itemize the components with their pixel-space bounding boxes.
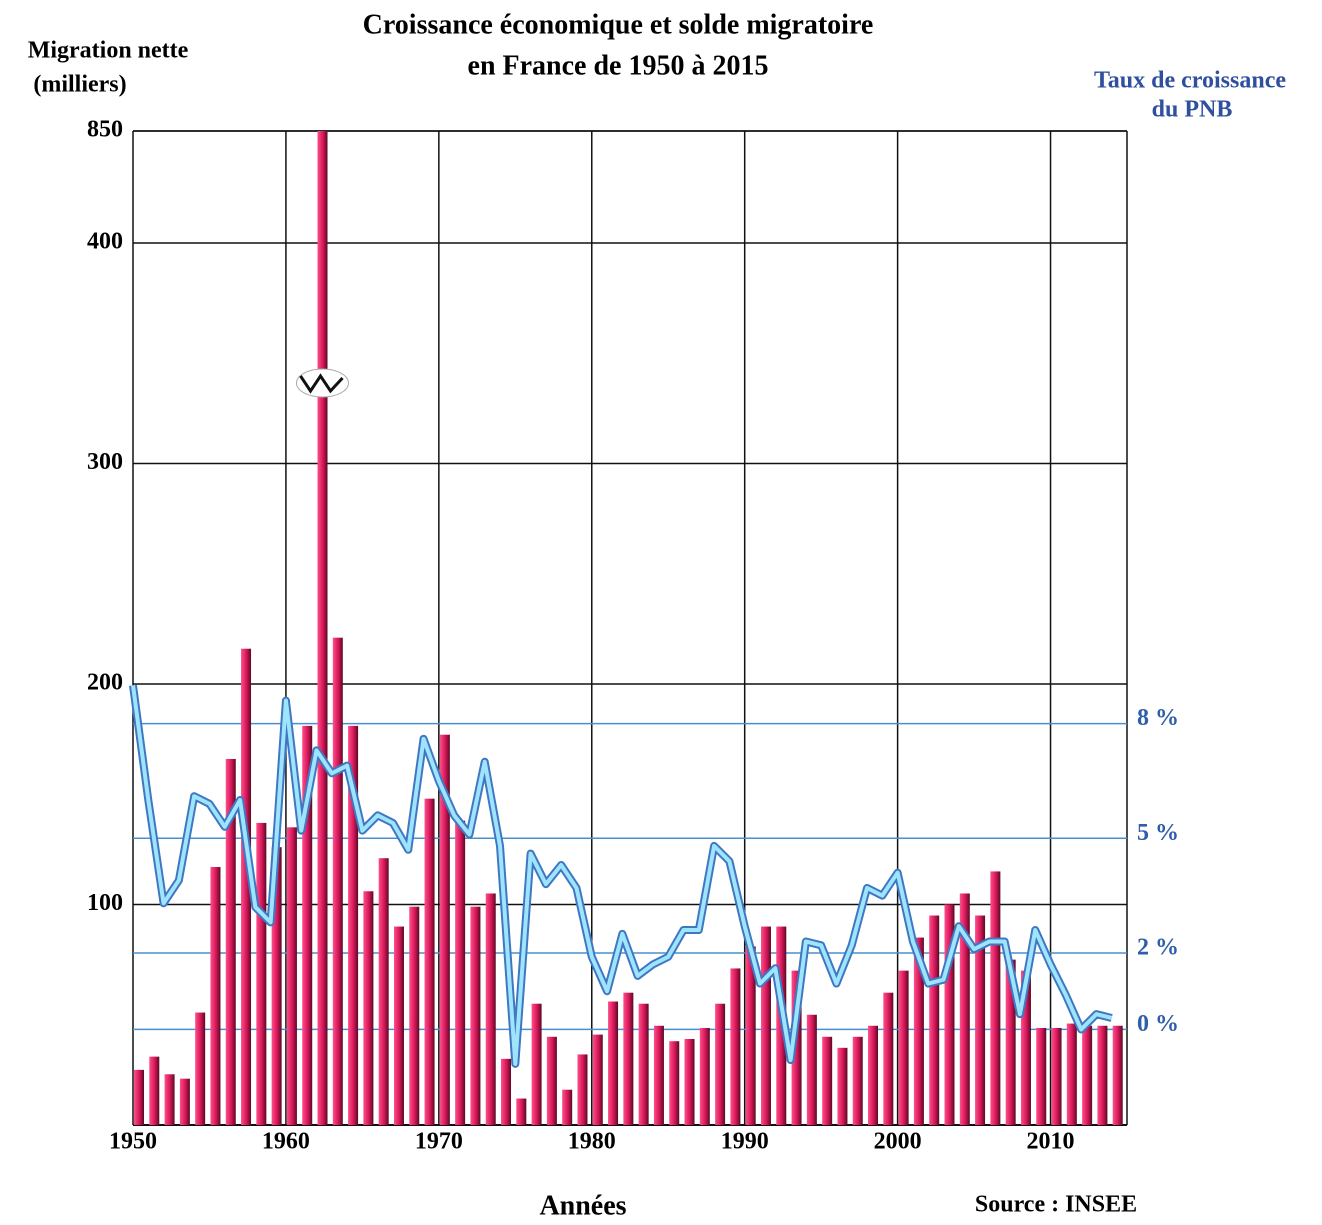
y2-tick-label: 8 % — [1137, 705, 1179, 731]
bar — [562, 1089, 573, 1125]
bar — [409, 906, 420, 1125]
bar — [302, 725, 313, 1125]
bar — [745, 946, 756, 1125]
bar — [822, 1036, 833, 1125]
x-tick-label: 1950 — [109, 1129, 157, 1155]
y2-axis-label: Taux de croissance — [1094, 68, 1286, 94]
bar — [286, 827, 297, 1125]
bar — [439, 734, 450, 1125]
y-axis-label: Migration nette — [28, 38, 189, 64]
y2-tick-label: 2 % — [1137, 934, 1179, 960]
bar — [210, 867, 221, 1125]
bar — [608, 1001, 619, 1125]
bar — [929, 915, 940, 1125]
bar — [363, 891, 374, 1125]
bar — [944, 904, 955, 1125]
bar — [699, 1027, 710, 1125]
bar — [348, 725, 359, 1125]
y2-axis-label: du PNB — [1152, 97, 1233, 123]
bar — [959, 893, 970, 1125]
bar — [806, 1014, 817, 1125]
bar — [1036, 1027, 1047, 1125]
axis-break — [299, 373, 344, 394]
bar — [546, 1036, 557, 1125]
bar — [424, 798, 435, 1125]
bar — [852, 1036, 863, 1125]
growth-line — [131, 685, 1113, 1066]
y-tick-label: 400 — [87, 229, 123, 255]
bar — [256, 822, 267, 1125]
bar — [975, 915, 986, 1125]
bar — [1005, 959, 1016, 1125]
source: Source : INSEE — [975, 1192, 1137, 1218]
bar — [1066, 1023, 1077, 1125]
y-tick-label: 300 — [87, 449, 123, 475]
bar — [1112, 1025, 1123, 1125]
bar — [531, 1003, 542, 1125]
bar — [470, 906, 481, 1125]
bar — [317, 131, 328, 1125]
bar — [271, 847, 282, 1125]
bar — [592, 1034, 603, 1125]
bar — [332, 637, 343, 1125]
bar — [760, 926, 771, 1125]
y-tick-label: 100 — [87, 890, 123, 916]
bar — [501, 1058, 512, 1125]
bar — [179, 1078, 190, 1125]
title: Croissance économique et solde migratoir… — [363, 9, 874, 40]
bar — [1051, 1027, 1062, 1125]
bar — [684, 1039, 695, 1125]
bar — [913, 937, 924, 1125]
bar — [730, 968, 741, 1125]
x-tick-label: 1980 — [568, 1129, 616, 1155]
bar — [225, 758, 236, 1125]
bar — [516, 1098, 527, 1125]
bar — [1020, 970, 1031, 1125]
y-tick-label: 850 — [87, 117, 123, 143]
x-tick-label: 2010 — [1027, 1129, 1075, 1155]
bar — [164, 1074, 175, 1125]
bar — [378, 858, 389, 1125]
x-tick-label: 2000 — [874, 1129, 922, 1155]
bar — [990, 871, 1001, 1125]
bar — [149, 1056, 160, 1125]
bar — [241, 648, 252, 1125]
bar — [715, 1003, 726, 1125]
bar — [669, 1041, 680, 1125]
x-tick-label: 1960 — [262, 1129, 310, 1155]
bar — [837, 1047, 848, 1125]
bar — [868, 1025, 879, 1125]
bar — [1082, 1025, 1093, 1125]
y2-tick-label: 5 % — [1137, 820, 1179, 846]
title: en France de 1950 à 2015 — [468, 50, 769, 81]
bar — [455, 820, 466, 1125]
x-tick-label: 1970 — [415, 1129, 463, 1155]
bar — [485, 893, 496, 1125]
x-tick-label: 1990 — [721, 1129, 769, 1155]
bar — [791, 970, 802, 1125]
y-axis-label: (milliers) — [33, 72, 126, 98]
bar — [898, 970, 909, 1125]
bar — [1097, 1025, 1108, 1125]
bar — [134, 1069, 144, 1125]
bar — [638, 1003, 649, 1125]
y2-tick-label: 0 % — [1137, 1011, 1179, 1037]
bar — [653, 1025, 664, 1125]
bar — [623, 992, 634, 1125]
y-tick-label: 200 — [87, 670, 123, 696]
bar — [195, 1012, 206, 1125]
bar — [883, 992, 894, 1125]
bar — [393, 926, 404, 1125]
x-axis-label: Années — [539, 1190, 626, 1221]
bar — [577, 1054, 588, 1125]
